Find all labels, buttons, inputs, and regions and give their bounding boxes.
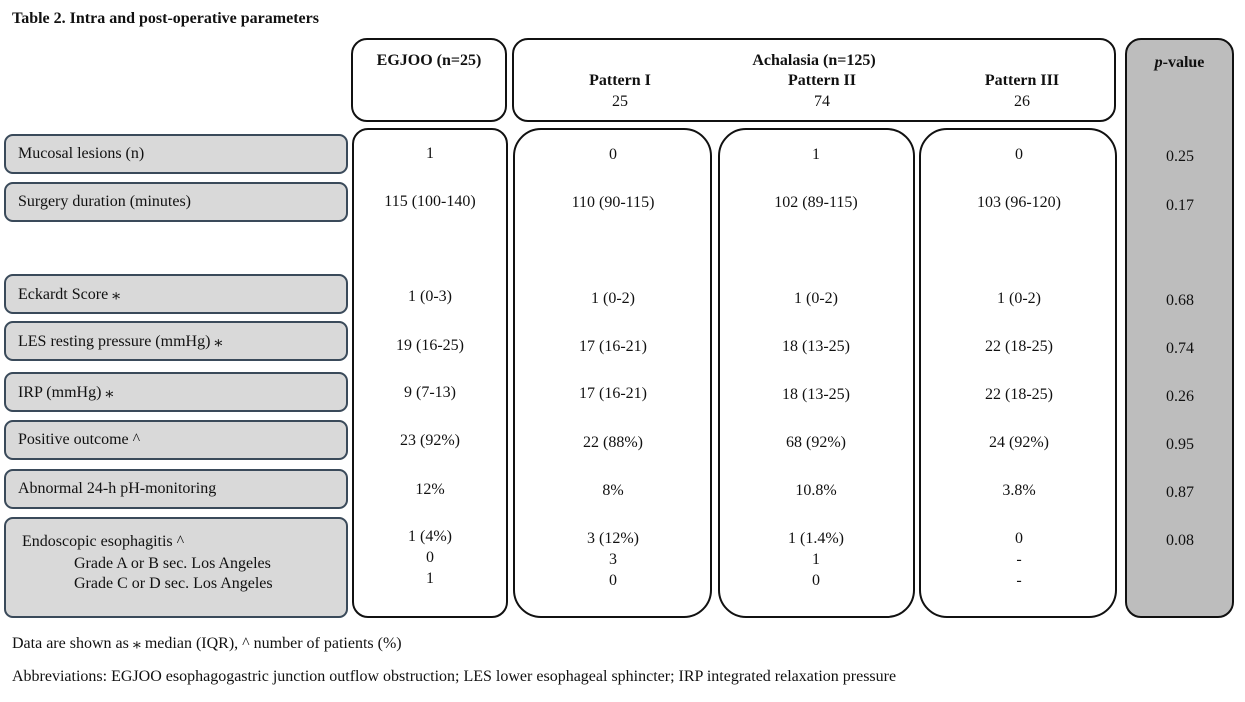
- cell-surgery-p2: 102 (89-115): [774, 194, 858, 211]
- achalasia-header: Achalasia (n=125): [752, 52, 876, 69]
- row-label-mucosal-lesions: Mucosal lesions (n): [4, 134, 348, 174]
- cell-irp-egjoo: 9 (7-13): [404, 384, 456, 401]
- egjoo-header-box: EGJOO (n=25): [351, 38, 507, 122]
- cell-esophagitis-p3: 0: [1015, 530, 1023, 547]
- cell-eckardt-p2: 1 (0-2): [794, 290, 838, 307]
- cell-grade-ab-p2: 1: [812, 551, 820, 568]
- pattern-2-column-box: [718, 128, 915, 618]
- row-label-eckardt-score: Eckardt Score ⁎: [4, 274, 348, 314]
- cell-esophagitis-p2: 1 (1.4%): [788, 530, 844, 547]
- cell-les-p1: 17 (16-21): [579, 338, 647, 355]
- cell-irp-p-value: 0.26: [1166, 388, 1194, 405]
- cell-surgery-p3: 103 (96-120): [977, 194, 1061, 211]
- cell-ph-p-value: 0.87: [1166, 484, 1194, 501]
- cell-ph-p2: 10.8%: [795, 482, 837, 499]
- cell-esophagitis-egjoo: 1 (4%): [408, 528, 452, 545]
- row-label-positive-outcome: Positive outcome ^: [4, 420, 348, 460]
- cell-surgery-p-value: 0.17: [1166, 197, 1194, 214]
- footnote-abbreviations: Abbreviations: EGJOO esophagogastric jun…: [12, 668, 897, 685]
- p-value-header-italic: p: [1154, 54, 1163, 71]
- p-value-header-rest: -value: [1162, 54, 1205, 71]
- esophagitis-label: Endoscopic esophagitis ^: [22, 533, 185, 550]
- cell-eckardt-p3: 1 (0-2): [997, 290, 1041, 307]
- cell-grade-ab-p3: -: [1016, 551, 1022, 568]
- p-value-column: p-value: [1125, 38, 1234, 618]
- pattern-2-header: Pattern II: [788, 72, 856, 89]
- cell-ph-p3: 3.8%: [1002, 482, 1036, 499]
- achalasia-header-box: Achalasia (n=125) Pattern I 25 Pattern I…: [512, 38, 1116, 122]
- cell-outcome-p3: 24 (92%): [989, 434, 1049, 451]
- pattern-2-n: 74: [814, 93, 830, 110]
- cell-mucosal-p1: 0: [609, 146, 617, 163]
- cell-eckardt-p1: 1 (0-2): [591, 290, 635, 307]
- cell-les-p3: 22 (18-25): [985, 338, 1053, 355]
- table-title: Table 2. Intra and post-operative parame…: [12, 10, 319, 27]
- cell-irp-p2: 18 (13-25): [782, 386, 850, 403]
- cell-ph-p1: 8%: [602, 482, 624, 499]
- row-label-surgery-duration: Surgery duration (minutes): [4, 182, 348, 222]
- cell-esophagitis-p-value: 0.08: [1166, 532, 1194, 549]
- cell-eckardt-p-value: 0.68: [1166, 292, 1194, 309]
- cell-les-p-value: 0.74: [1166, 340, 1194, 357]
- cell-mucosal-egjoo: 1: [426, 145, 434, 162]
- cell-mucosal-p3: 0: [1015, 146, 1023, 163]
- footnote-data-note: Data are shown as ⁎ median (IQR), ^ numb…: [12, 635, 402, 652]
- pattern-1-column-box: [513, 128, 712, 618]
- pattern-3-n: 26: [1014, 93, 1030, 110]
- pattern-3-header: Pattern III: [984, 72, 1060, 89]
- cell-esophagitis-p1: 3 (12%): [587, 530, 639, 547]
- row-label-irp: IRP (mmHg) ⁎: [4, 372, 348, 412]
- cell-grade-cd-egjoo: 1: [426, 570, 434, 587]
- cell-outcome-egjoo: 23 (92%): [400, 432, 460, 449]
- cell-outcome-p1: 22 (88%): [583, 434, 643, 451]
- cell-outcome-p2: 68 (92%): [786, 434, 846, 451]
- cell-mucosal-p2: 1: [812, 146, 820, 163]
- cell-eckardt-egjoo: 1 (0-3): [408, 288, 452, 305]
- cell-grade-ab-egjoo: 0: [426, 549, 434, 566]
- cell-mucosal-p-value: 0.25: [1166, 148, 1194, 165]
- cell-irp-p1: 17 (16-21): [579, 385, 647, 402]
- row-label-endoscopic-esophagitis: Endoscopic esophagitis ^: [4, 517, 348, 618]
- cell-surgery-p1: 110 (90-115): [571, 194, 655, 211]
- p-value-header: p-value: [1127, 54, 1232, 72]
- cell-grade-cd-p3: -: [1016, 572, 1022, 589]
- pattern-1-header: Pattern I: [589, 72, 651, 89]
- cell-grade-cd-p2: 0: [812, 572, 820, 589]
- cell-grade-cd-p1: 0: [609, 572, 617, 589]
- pattern-1-n: 25: [612, 93, 628, 110]
- egjoo-column-box: [352, 128, 508, 618]
- cell-grade-ab-p1: 3: [609, 551, 617, 568]
- row-label-abnormal-ph: Abnormal 24-h pH-monitoring: [4, 469, 348, 509]
- egjoo-header: EGJOO (n=25): [376, 52, 482, 69]
- cell-surgery-egjoo: 115 (100-140): [384, 193, 476, 210]
- esophagitis-sub-label-ab: Grade A or B sec. Los Angeles: [74, 555, 271, 572]
- cell-irp-p3: 22 (18-25): [985, 386, 1053, 403]
- pattern-3-column-box: [919, 128, 1117, 618]
- row-label-les-resting-pressure: LES resting pressure (mmHg) ⁎: [4, 321, 348, 361]
- esophagitis-sub-label-cd: Grade C or D sec. Los Angeles: [74, 575, 273, 592]
- cell-ph-egjoo: 12%: [415, 481, 445, 498]
- cell-les-egjoo: 19 (16-25): [396, 337, 464, 354]
- cell-outcome-p-value: 0.95: [1166, 436, 1194, 453]
- cell-les-p2: 18 (13-25): [782, 338, 850, 355]
